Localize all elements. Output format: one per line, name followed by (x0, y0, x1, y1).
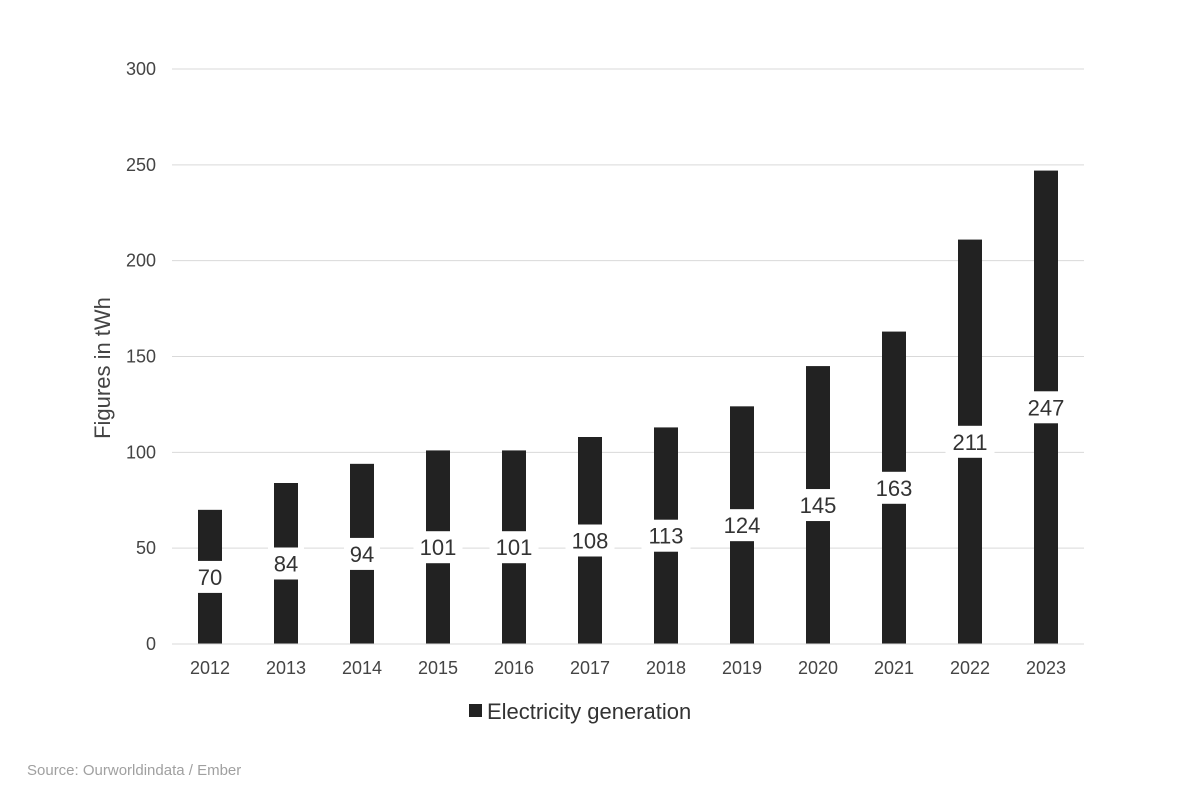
x-tick-label: 2018 (646, 658, 686, 678)
y-axis-ticks: 0 50 100 150 200 250 300 (126, 59, 156, 654)
y-axis-title: Figures in tWh (90, 297, 115, 439)
data-label: 70 (198, 565, 222, 590)
y-tick-label: 100 (126, 442, 156, 462)
data-label-background (344, 537, 380, 570)
data-label-background (793, 489, 843, 522)
bars (198, 170, 1058, 645)
data-label-background (413, 531, 463, 564)
data-labels: 70 84 94 101 101 108 113 124 145 163 211 247 (192, 391, 1071, 593)
y-tick-label: 150 (126, 347, 156, 367)
x-tick-label: 2013 (266, 658, 306, 678)
data-label: 84 (274, 552, 298, 577)
y-tick-label: 50 (136, 538, 156, 558)
data-label: 113 (648, 524, 683, 549)
data-label: 94 (350, 542, 374, 567)
x-tick-label: 2022 (950, 658, 990, 678)
x-tick-label: 2019 (722, 658, 762, 678)
data-label: 247 (1028, 395, 1065, 420)
data-label-background (717, 509, 767, 542)
data-label: 145 (800, 493, 837, 518)
y-tick-label: 200 (126, 251, 156, 271)
legend-label: Electricity generation (487, 699, 691, 724)
data-label-background (192, 560, 228, 593)
x-tick-label: 2023 (1026, 658, 1066, 678)
data-label: 101 (420, 535, 457, 560)
data-label-background (1021, 391, 1071, 424)
x-tick-label: 2017 (570, 658, 610, 678)
legend: Electricity generation (469, 699, 691, 724)
x-tick-label: 2012 (190, 658, 230, 678)
x-tick-label: 2015 (418, 658, 458, 678)
x-tick-label: 2021 (874, 658, 914, 678)
y-tick-label: 0 (146, 634, 156, 654)
data-label-background (565, 524, 615, 557)
x-tick-label: 2016 (494, 658, 534, 678)
data-label-background (869, 471, 919, 504)
source-note: Source: Ourworldindata / Ember (27, 762, 241, 779)
x-axis-ticks: 2012 2013 2014 2015 2016 2017 2018 2019 2020 2021… (190, 658, 1066, 678)
data-label-background (945, 425, 995, 458)
y-tick-label: 300 (126, 59, 156, 79)
data-label: 163 (876, 476, 913, 501)
data-label-background (641, 519, 691, 552)
data-label-background (489, 531, 539, 564)
x-tick-label: 2020 (798, 658, 838, 678)
x-tick-label: 2014 (342, 658, 382, 678)
data-label-background (268, 547, 304, 580)
y-tick-label: 250 (126, 155, 156, 175)
data-label: 124 (724, 513, 761, 538)
data-label: 108 (572, 529, 609, 554)
data-label: 211 (952, 430, 987, 455)
legend-swatch (469, 704, 482, 717)
data-label: 101 (496, 535, 533, 560)
gridlines (172, 68, 1084, 549)
